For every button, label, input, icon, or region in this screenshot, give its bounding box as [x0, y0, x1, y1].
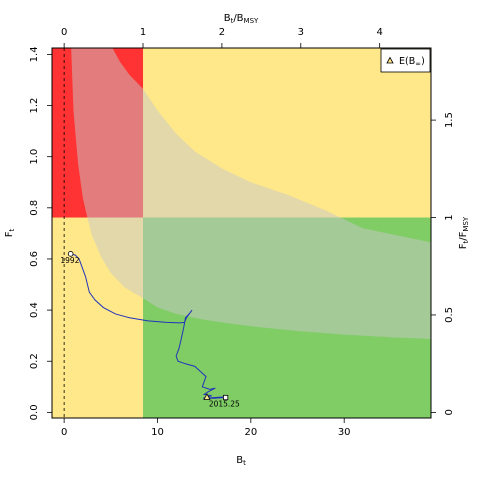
top-x-tick-label: 0 [61, 27, 67, 38]
y-tick-label: 0.6 [29, 251, 40, 267]
x-axis-title: Bt [236, 455, 246, 467]
annotation-label: 1992 [60, 256, 79, 265]
x-tick-label: 30 [338, 427, 351, 438]
y-axis-right: 0 0.5 1 1.5 [431, 112, 455, 416]
top-x-tick-label: 3 [298, 27, 304, 38]
x-axis-bottom: 0 10 20 30 [61, 418, 351, 438]
plot-frame [51, 47, 432, 419]
y-tick-label: 1.4 [29, 46, 40, 62]
top-axis-title: Bt/BMSY [224, 13, 259, 25]
y-tick-label: 1.0 [29, 149, 40, 165]
stock-trajectory [67, 251, 229, 401]
legend-box [380, 48, 431, 73]
y-tick-label: 1.2 [29, 98, 40, 114]
x-tick-label: 20 [244, 427, 257, 438]
trajectory-start-marker [67, 251, 74, 257]
right-axis-title: Ft/FMSY [458, 216, 470, 249]
legend-label: E(B∞) [399, 56, 425, 68]
top-x-tick-label: 4 [376, 27, 382, 38]
equilibrium-triangle-icon [386, 56, 394, 64]
equilibrium-marker [203, 393, 211, 400]
x-tick-label: 0 [61, 427, 67, 438]
right-y-tick-label: 0.5 [444, 307, 455, 323]
trajectory-line [70, 253, 226, 399]
y-tick-label: 0.0 [29, 404, 40, 420]
y-tick-label: 0.4 [29, 302, 40, 318]
equilibrium-band [71, 48, 431, 339]
right-y-tick-label: 1 [444, 214, 455, 220]
legend: E(B∞) [380, 48, 431, 73]
trajectory-annotations: 1992 2015.25 [60, 256, 240, 409]
x-axis-top: 0 1 2 3 4 [61, 27, 383, 48]
top-x-tick-label: 2 [219, 27, 225, 38]
y-axis-title: Ft [4, 228, 16, 237]
y-axis-left: 0.0 0.2 0.4 0.6 0.8 1.0 1.2 1.4 [29, 46, 52, 420]
trajectory-end-marker [223, 394, 229, 401]
right-y-tick-label: 0 [444, 409, 455, 415]
annotation-label: 2015.25 [209, 400, 240, 409]
equilibrium-region [71, 48, 431, 339]
right-y-tick-label: 1.5 [444, 112, 455, 128]
y-tick-label: 0.8 [29, 200, 40, 216]
y-tick-label: 0.2 [29, 353, 40, 369]
top-x-tick-label: 1 [140, 27, 146, 38]
x-tick-label: 10 [151, 427, 164, 438]
